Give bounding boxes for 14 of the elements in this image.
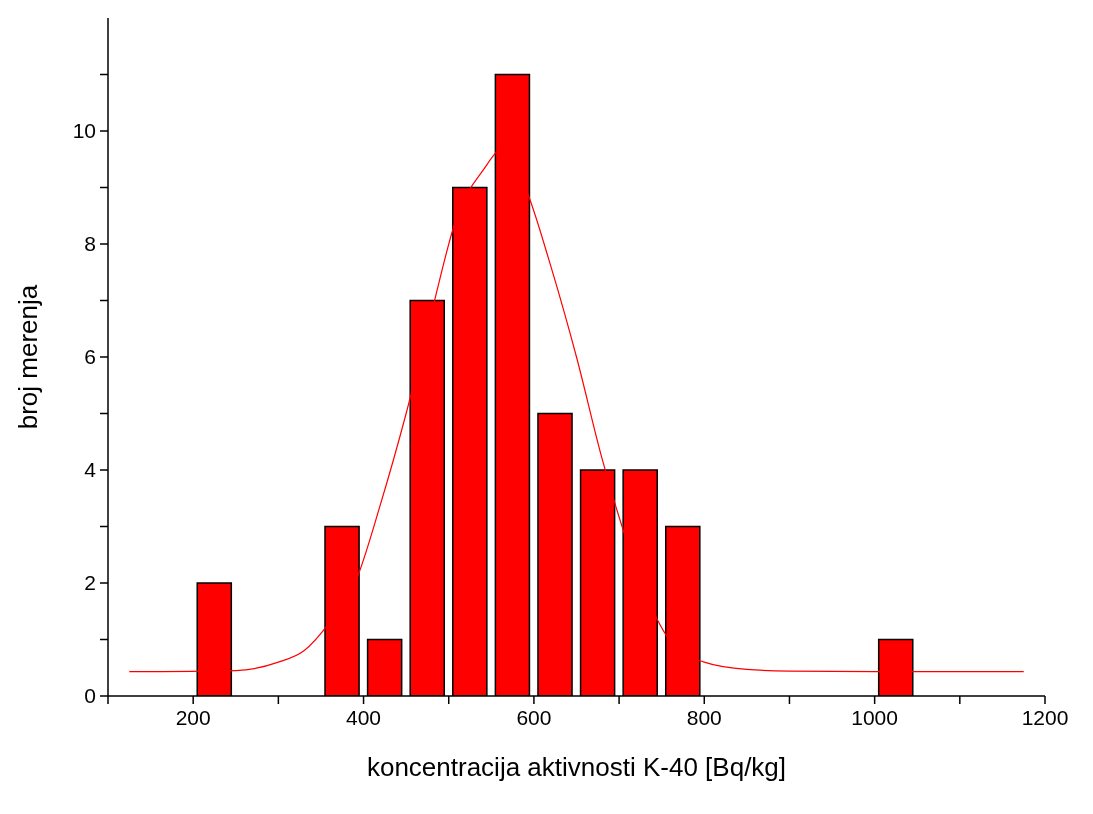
y-tick-label: 10 xyxy=(72,119,96,143)
y-tick-label: 2 xyxy=(84,571,96,595)
y-axis-title: broj merenja xyxy=(13,284,44,430)
x-tick-label: 400 xyxy=(346,705,382,729)
y-tick-label: 6 xyxy=(84,345,96,369)
x-tick-label: 200 xyxy=(175,705,211,729)
x-tick-label: 1000 xyxy=(851,705,898,729)
x-tick-label: 600 xyxy=(516,705,552,729)
y-tick-label: 4 xyxy=(84,458,97,482)
y-tick-label: 0 xyxy=(84,684,96,708)
x-axis-title: koncentracija aktivnosti K-40 [Bq/kg] xyxy=(366,752,787,782)
y-tick-label: 8 xyxy=(84,232,96,256)
x-tick-label: 1200 xyxy=(1021,705,1069,729)
x-tick-label: 800 xyxy=(686,705,722,729)
